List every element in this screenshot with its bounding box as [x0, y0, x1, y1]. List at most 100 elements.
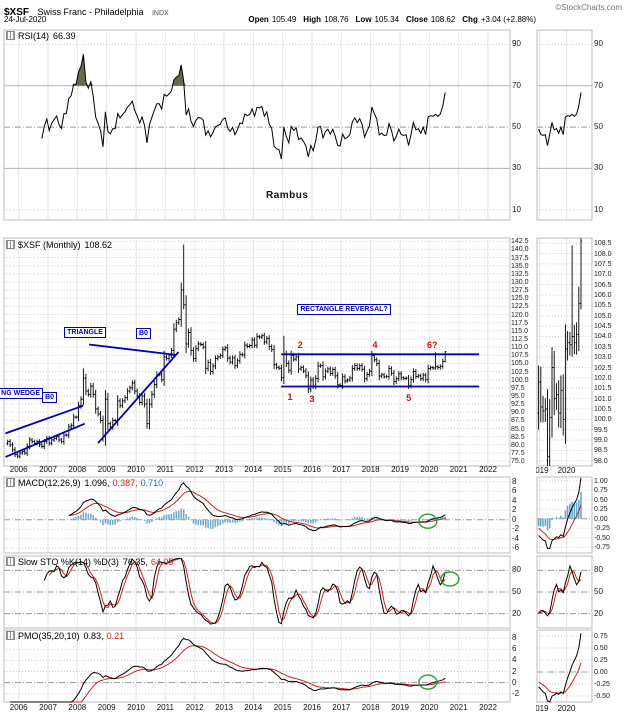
x-axis-year-label: 2014 [244, 703, 263, 712]
annotation-wave-number: 1 [287, 392, 293, 403]
pmo-signal-line-mini [538, 662, 582, 694]
y-axis-tick-label: 82.5 [511, 433, 525, 441]
rsi-value: 66.39 [53, 31, 76, 41]
annotation-wedge-label: NG WEDGE [0, 388, 44, 400]
y-axis-tick-label: 77.5 [511, 449, 525, 457]
y-axis-tick-label: 50 [512, 122, 521, 132]
y-axis-tick-label: -0.50 [594, 693, 610, 700]
y-axis-tick-label: -0.25 [594, 525, 610, 533]
annotation-triangle-label: TRIANGLE [64, 327, 106, 339]
rsi-overbought-fill [41, 54, 446, 86]
price-label: $XSF (Monthly) [18, 240, 81, 250]
pmo-value-signal: 0.21 [106, 631, 125, 641]
annotation-trendline [97, 351, 180, 444]
y-axis-tick-label: 0.25 [594, 506, 608, 514]
x-axis-year-label: 2015 [273, 703, 292, 712]
y-axis-tick-label: 80 [512, 565, 521, 575]
y-axis-tick-label: 0.75 [594, 487, 608, 495]
y-axis-tick-label: 30 [594, 163, 603, 173]
quote-value: 105.34 [374, 15, 400, 24]
y-gridline [4, 481, 510, 549]
macd-legend: MACD(12,26,9) 1.096, 0.387, 0.710 [6, 478, 163, 488]
y-axis-tick-label: -6 [512, 543, 520, 553]
x-axis-year-label: 2021 [449, 465, 468, 474]
y-axis-tick-label: 102.0 [594, 374, 612, 382]
quote-label: High [303, 15, 322, 24]
copyright: ©StockCharts.com [555, 3, 622, 12]
sto-k-line [43, 557, 446, 625]
y-gridline [537, 480, 592, 548]
year-gridline [18, 477, 489, 553]
x-axis-year-label: 2013 [215, 465, 233, 474]
y-axis-tick-label: 132.5 [511, 270, 529, 278]
y-axis-tick-label: 110.0 [511, 344, 528, 352]
y-axis-tick-label: 0.50 [594, 645, 608, 652]
price-value: 108.62 [84, 240, 113, 250]
y-axis-tick-label: 70 [512, 80, 521, 90]
y-axis-tick-label: 4 [512, 495, 517, 505]
x-axis-year-label: 2007 [39, 703, 57, 712]
y-axis-tick-label: 30 [512, 163, 521, 173]
x-axis-year-label: 2021 [449, 703, 468, 712]
price-bars [7, 244, 446, 459]
annotation-wave-number: 3 [309, 393, 315, 404]
level-line [4, 569, 510, 615]
annotation-breakout-1: B0 [42, 392, 58, 404]
y-axis-tick-label: 120.0 [511, 311, 529, 319]
sto-d-line-mini [538, 570, 582, 615]
y-gridline [537, 635, 592, 697]
x-axis-year-label: 2012 [185, 465, 204, 474]
x-axis-year-label: 2015 [273, 465, 292, 474]
annotation-breakout-2: B0 [136, 328, 151, 340]
annotation-wave-number: 2 [297, 339, 303, 350]
rsi-line-mini [538, 92, 582, 146]
y-axis-tick-label: 1.00 [594, 477, 608, 485]
y-gridline [4, 240, 510, 462]
mini-x-axis-bottom: 2019 2020 [536, 704, 626, 715]
x-axis-year-label: 2022 [479, 703, 497, 712]
panel-border [536, 555, 593, 629]
panel-border [536, 629, 593, 703]
y-gridline [4, 44, 510, 211]
indicator-icon [6, 478, 15, 487]
x-axis-year-label: 2013 [215, 703, 233, 712]
y-axis-tick-label: 85.0 [511, 425, 525, 433]
rsi-line [41, 54, 446, 160]
y-axis-tick-label: -2 [512, 524, 520, 534]
x-axis-year-label: 2007 [39, 465, 57, 474]
rsi-legend: RSI(14) 66.39 [6, 31, 76, 41]
y-axis-tick-label: 80.0 [511, 441, 525, 449]
y-axis-tick-label: 2 [512, 666, 517, 676]
y-axis-tick-label: 50 [594, 587, 603, 596]
y-axis-tick-label: 108.5 [594, 240, 612, 248]
rsi-label: RSI(14) [18, 31, 50, 41]
y-axis-tick-label: 130.0 [511, 278, 529, 286]
x-axis-year-label: 2019 [391, 465, 409, 474]
macd-line-mini [538, 477, 582, 550]
y-axis-tick-label: 20 [594, 608, 603, 618]
y-axis-tick-label: 0.00 [594, 669, 608, 676]
y-axis-tick-label: 104.5 [594, 323, 612, 331]
year-gridline [539, 30, 567, 220]
y-axis-tick-label: 140.0 [511, 246, 529, 254]
pmo-signal-line [10, 645, 446, 703]
mini-x-axis-year-label: 2020 [557, 704, 576, 713]
panel-border [536, 29, 593, 221]
y-axis-tick-label: 107.5 [511, 352, 529, 360]
y-axis-tick-label: 107.5 [594, 260, 612, 268]
macd-histogram [70, 508, 446, 529]
y-axis-tick-label: 112.5 [511, 335, 528, 343]
y-axis-tick-label: 106.5 [594, 281, 612, 289]
sto-k-line-mini [538, 564, 582, 617]
highlight-circle [418, 513, 438, 529]
y-axis-tick-label: 75.0 [511, 458, 525, 466]
y-axis-tick-label: 0.25 [594, 657, 608, 664]
panel-border [3, 629, 511, 703]
x-axis-year-label: 2008 [68, 703, 87, 712]
pmo-legend: PMO(35,20,10) 0.83, 0.21 [6, 631, 124, 641]
level-line [537, 85, 592, 169]
pmo-line-mini [538, 633, 582, 703]
y-axis-tick-label: -0.75 [594, 544, 610, 552]
indicator-icon [6, 631, 15, 640]
